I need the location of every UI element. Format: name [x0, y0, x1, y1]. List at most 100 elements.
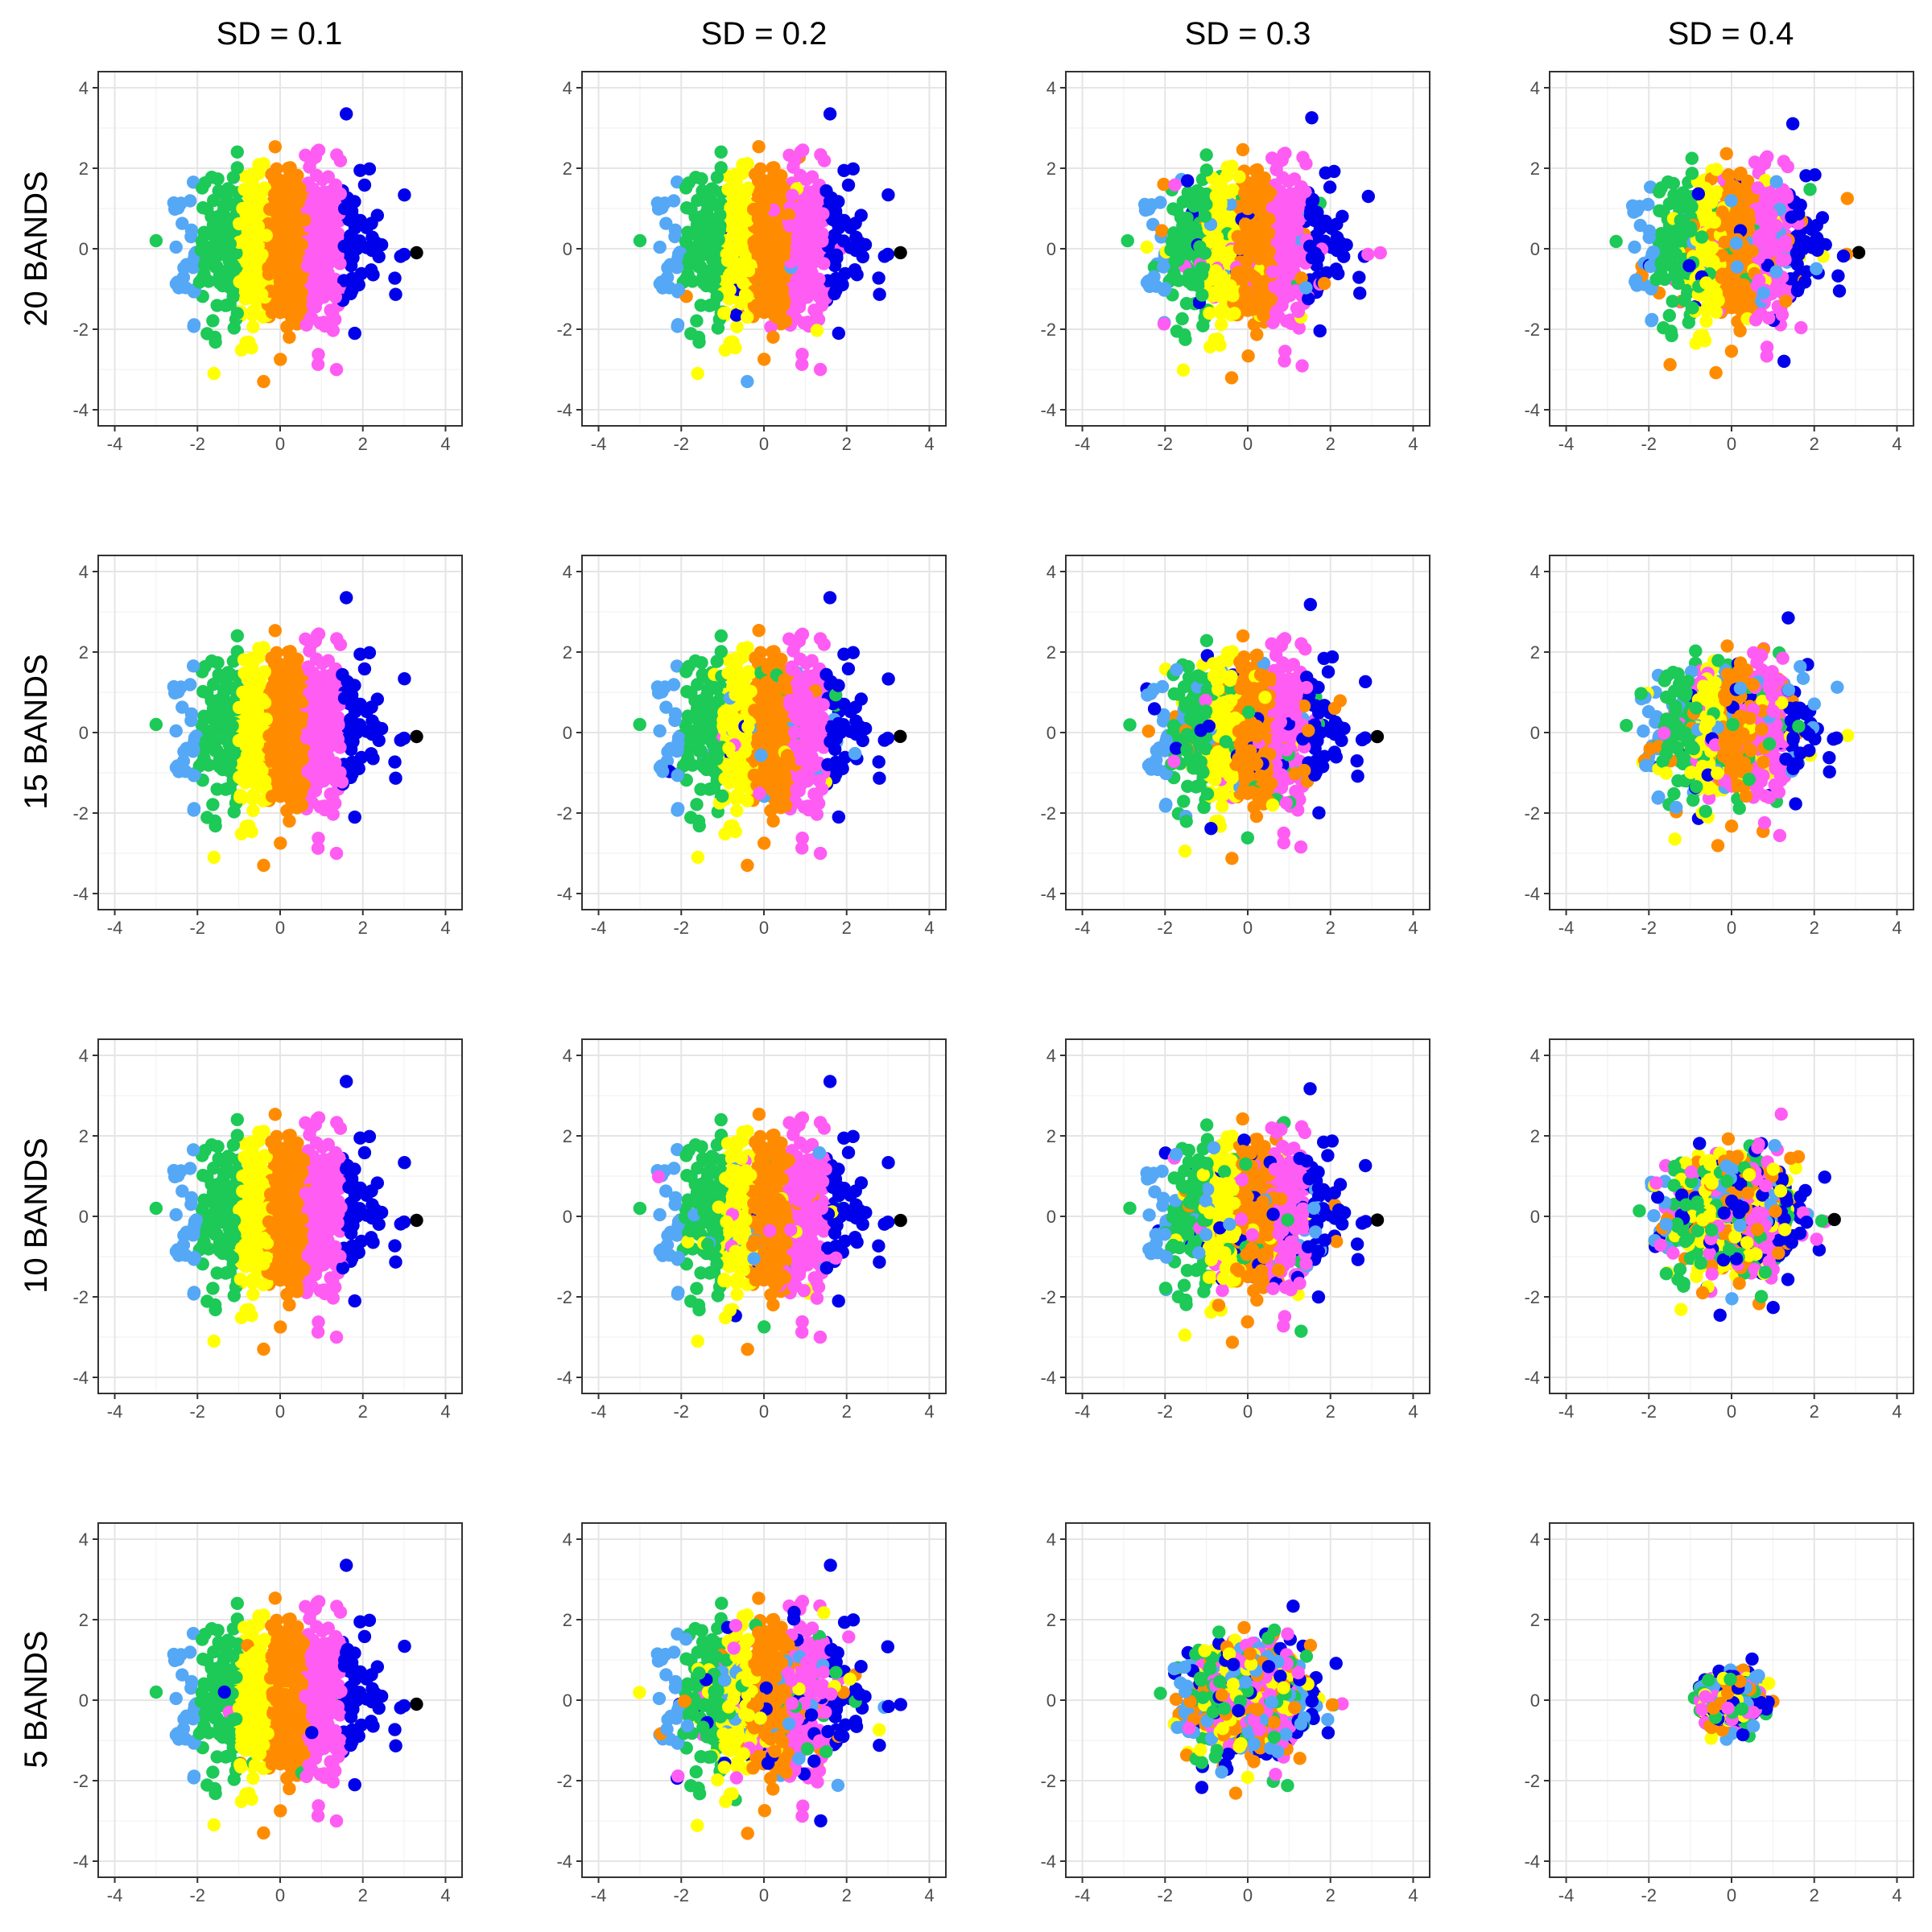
data-point	[169, 240, 183, 254]
data-point	[1803, 183, 1817, 196]
data-point	[653, 724, 667, 738]
y-tick-label: -2	[72, 320, 89, 340]
data-point	[1352, 270, 1366, 284]
data-point	[1255, 297, 1269, 312]
data-point	[295, 237, 308, 251]
data-point	[242, 189, 257, 204]
data-point	[766, 235, 781, 250]
data-point	[274, 717, 287, 732]
data-point	[1248, 271, 1262, 285]
data-point	[320, 224, 333, 237]
y-tick-label: -2	[556, 320, 572, 340]
data-point	[333, 187, 347, 200]
data-point	[700, 264, 713, 279]
data-point	[832, 326, 846, 341]
data-point	[230, 307, 244, 320]
data-point	[854, 208, 868, 222]
data-point	[250, 737, 265, 751]
data-point	[330, 148, 344, 162]
data-point	[279, 775, 292, 790]
data-point	[234, 343, 249, 357]
data-point	[179, 765, 192, 778]
data-point	[660, 270, 675, 284]
data-point	[291, 679, 305, 693]
data-point	[795, 357, 809, 371]
data-point	[309, 747, 323, 761]
data-point	[714, 161, 728, 175]
data-point	[740, 183, 753, 197]
row-title-15-bands: 15 BANDS	[19, 654, 54, 809]
data-point	[828, 287, 841, 301]
data-point	[1666, 295, 1679, 308]
data-point	[1792, 248, 1806, 262]
x-tick-label: -4	[107, 918, 123, 938]
data-point	[736, 158, 749, 171]
data-point	[389, 771, 402, 785]
data-point	[295, 272, 308, 286]
data-point	[1695, 230, 1709, 244]
x-tick-label: -4	[1558, 434, 1575, 454]
data-point	[1653, 204, 1666, 217]
data-point	[1831, 269, 1845, 283]
data-point	[1278, 276, 1292, 290]
data-point	[1666, 176, 1680, 191]
data-point	[1628, 240, 1641, 254]
data-point	[1154, 196, 1167, 209]
data-point	[192, 275, 207, 289]
x-tick-label: 2	[1810, 434, 1819, 454]
data-point	[1699, 276, 1713, 290]
data-point	[1170, 324, 1184, 338]
data-point	[1303, 208, 1318, 222]
data-point	[691, 366, 704, 381]
y-tick-label: -4	[1040, 400, 1056, 420]
data-point	[1729, 236, 1744, 250]
data-point	[313, 316, 327, 330]
data-point	[208, 335, 222, 349]
x-tick-label: -2	[189, 918, 205, 938]
y-tick-label: 4	[79, 78, 89, 98]
x-tick-label: -4	[107, 434, 123, 454]
data-point	[723, 283, 737, 297]
data-point	[207, 677, 221, 691]
data-point	[852, 236, 866, 250]
data-point	[1291, 304, 1306, 319]
data-point	[230, 161, 244, 175]
data-point	[274, 353, 287, 366]
data-point	[1150, 279, 1163, 293]
data-point	[240, 276, 254, 291]
data-point	[288, 791, 302, 804]
data-point	[266, 242, 280, 256]
data-point	[283, 161, 297, 175]
data-point	[1299, 157, 1313, 171]
data-point	[1290, 223, 1304, 237]
y-tick-label: -4	[556, 400, 572, 420]
data-point	[320, 682, 334, 696]
data-point	[1121, 233, 1134, 248]
data-point	[1810, 231, 1824, 245]
data-point	[336, 667, 349, 682]
data-point	[1198, 209, 1212, 223]
data-point	[374, 237, 389, 252]
data-point	[1181, 174, 1195, 188]
data-point	[333, 257, 347, 270]
data-point	[262, 729, 276, 743]
data-point	[237, 653, 251, 667]
x-tick-label: 4	[440, 918, 450, 938]
data-point	[812, 290, 827, 303]
data-point	[198, 660, 212, 674]
x-tick-label: 2	[358, 434, 368, 454]
data-point	[708, 184, 721, 197]
data-point	[718, 343, 733, 357]
data-point	[246, 788, 260, 803]
data-point	[724, 200, 737, 214]
data-point	[1298, 184, 1312, 199]
data-point	[239, 819, 253, 833]
data-point	[1775, 308, 1790, 322]
data-point	[197, 709, 211, 723]
data-point	[241, 708, 255, 722]
x-tick-label: -4	[591, 434, 607, 454]
data-point	[720, 254, 735, 267]
data-point	[738, 287, 753, 301]
data-point	[410, 246, 423, 260]
data-point	[1685, 151, 1699, 165]
